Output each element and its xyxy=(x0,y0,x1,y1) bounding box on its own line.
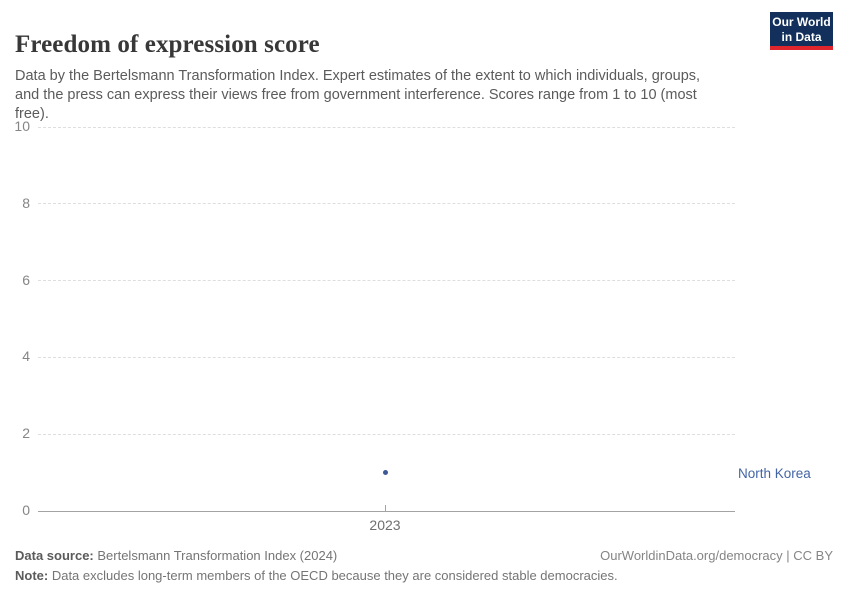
x-tick-label: 2023 xyxy=(369,517,401,533)
gridline xyxy=(38,433,735,435)
owid-link[interactable]: OurWorldinData.org/democracy | CC BY xyxy=(600,548,833,563)
y-tick-label: 2 xyxy=(22,425,30,442)
data-source-line: Data source: Bertelsmann Transformation … xyxy=(15,548,337,563)
owid-logo-line2: in Data xyxy=(781,30,822,44)
note-value: Data excludes long-term members of the O… xyxy=(48,568,618,583)
gridline xyxy=(38,203,735,205)
y-tick-label: 10 xyxy=(14,118,30,134)
y-tick-label: 4 xyxy=(22,348,30,365)
y-tick-label: 0 xyxy=(22,502,30,518)
y-tick-label: 6 xyxy=(22,271,30,288)
chart-subtitle: Data by the Bertelsmann Transformation I… xyxy=(15,67,701,122)
x-axis-tick xyxy=(384,505,386,511)
note-line: Note: Data excludes long-term members of… xyxy=(15,568,618,583)
x-axis-line xyxy=(38,510,735,512)
data-point-north-korea[interactable] xyxy=(382,470,388,476)
owid-logo-line1: Our World xyxy=(772,15,831,29)
gridline xyxy=(38,126,735,128)
y-tick-label: 8 xyxy=(22,194,30,211)
page-title: Freedom of expression score xyxy=(15,30,320,58)
data-source-label: Data source: xyxy=(15,548,94,563)
gridline xyxy=(38,280,735,282)
data-source-value: Bertelsmann Transformation Index (2024) xyxy=(93,548,338,563)
entity-label-north-korea[interactable]: North Korea xyxy=(738,466,811,481)
owid-logo: Our World in Data xyxy=(770,12,833,50)
note-label: Note: xyxy=(15,568,49,583)
gridline xyxy=(38,356,735,358)
